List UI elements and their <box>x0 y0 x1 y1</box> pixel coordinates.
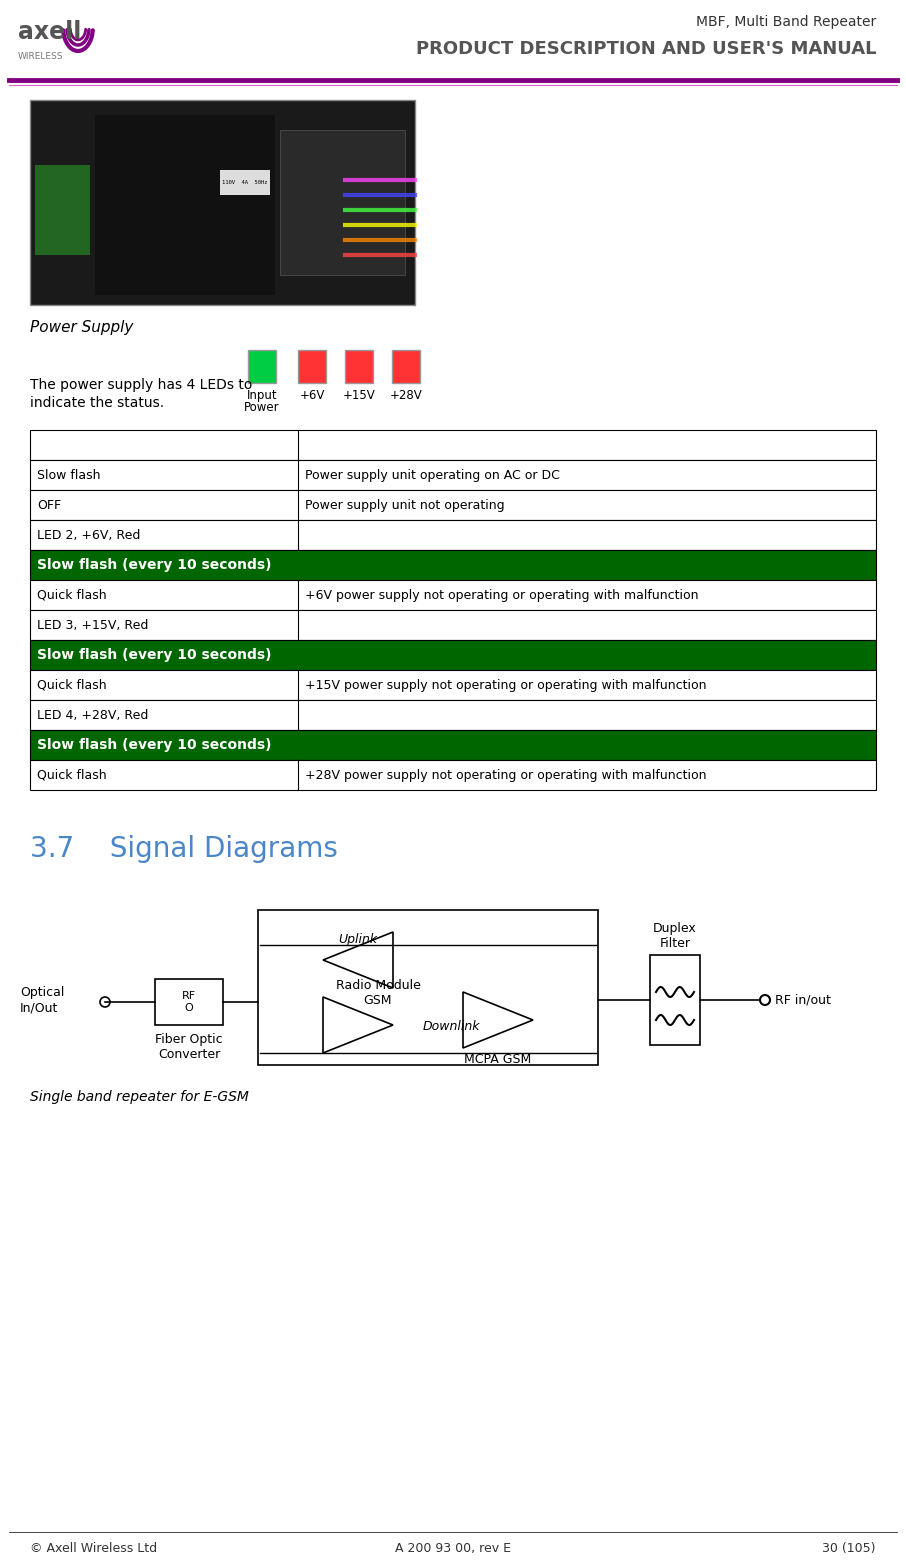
Text: OFF: OFF <box>37 498 61 512</box>
FancyBboxPatch shape <box>30 760 876 790</box>
Text: +28V power supply not operating or operating with malfunction: +28V power supply not operating or opera… <box>305 768 707 782</box>
FancyBboxPatch shape <box>30 429 876 460</box>
Text: Optical
In/Out: Optical In/Out <box>20 987 64 1015</box>
FancyBboxPatch shape <box>30 520 876 549</box>
FancyBboxPatch shape <box>345 350 373 382</box>
FancyBboxPatch shape <box>30 581 876 610</box>
Polygon shape <box>323 997 393 1054</box>
Text: +6V: +6V <box>299 389 324 403</box>
FancyBboxPatch shape <box>30 460 876 490</box>
Text: A 200 93 00, rev E: A 200 93 00, rev E <box>395 1542 511 1555</box>
Text: Slow flash (every 10 seconds): Slow flash (every 10 seconds) <box>37 648 272 662</box>
Text: +15V: +15V <box>342 389 375 403</box>
Text: LED 2, +6V, Red: LED 2, +6V, Red <box>37 529 140 542</box>
Text: axell: axell <box>18 20 82 44</box>
Text: 3.7    Signal Diagrams: 3.7 Signal Diagrams <box>30 835 338 863</box>
Text: Power supply unit not operating: Power supply unit not operating <box>305 498 505 512</box>
FancyBboxPatch shape <box>258 910 598 1065</box>
Text: Input: Input <box>246 389 277 403</box>
Text: © Axell Wireless Ltd: © Axell Wireless Ltd <box>30 1542 157 1555</box>
FancyBboxPatch shape <box>280 130 405 275</box>
Text: Quick flash: Quick flash <box>37 679 107 692</box>
Text: indicate the status.: indicate the status. <box>30 396 164 411</box>
Text: Slow flash (every 10 seconds): Slow flash (every 10 seconds) <box>37 557 272 571</box>
Text: Power: Power <box>245 401 280 414</box>
Text: LED 3, +15V, Red: LED 3, +15V, Red <box>37 618 149 632</box>
Text: Radio Module
GSM: Radio Module GSM <box>335 979 420 1007</box>
Text: Slow flash: Slow flash <box>37 468 101 481</box>
FancyBboxPatch shape <box>650 955 700 1044</box>
FancyBboxPatch shape <box>248 350 276 382</box>
Polygon shape <box>463 991 533 1047</box>
Text: Duplex
Filter: Duplex Filter <box>653 923 697 951</box>
FancyBboxPatch shape <box>30 640 876 670</box>
Text: LED 4, +28V, Red: LED 4, +28V, Red <box>37 709 149 721</box>
FancyBboxPatch shape <box>220 170 270 195</box>
Text: RF in/out: RF in/out <box>775 993 831 1007</box>
Text: Quick flash: Quick flash <box>37 768 107 782</box>
Text: Quick flash: Quick flash <box>37 588 107 601</box>
Text: Downlink: Downlink <box>423 1019 480 1033</box>
Text: PRODUCT DESCRIPTION AND USER'S MANUAL: PRODUCT DESCRIPTION AND USER'S MANUAL <box>416 41 876 58</box>
Text: +6V power supply not operating or operating with malfunction: +6V power supply not operating or operat… <box>305 588 699 601</box>
FancyBboxPatch shape <box>95 116 275 295</box>
FancyBboxPatch shape <box>298 350 326 382</box>
FancyBboxPatch shape <box>155 979 223 1026</box>
Text: WIRELESS: WIRELESS <box>18 52 63 61</box>
Text: +28V: +28V <box>390 389 422 403</box>
Text: Uplink: Uplink <box>339 933 378 946</box>
Text: MCPA GSM: MCPA GSM <box>465 1054 532 1066</box>
FancyBboxPatch shape <box>30 100 415 304</box>
FancyBboxPatch shape <box>392 350 420 382</box>
Text: Fiber Optic
Converter: Fiber Optic Converter <box>155 1033 223 1061</box>
FancyBboxPatch shape <box>30 610 876 640</box>
Text: The power supply has 4 LEDs to: The power supply has 4 LEDs to <box>30 378 253 392</box>
Text: RF
O: RF O <box>182 991 196 1013</box>
Text: Power Supply: Power Supply <box>30 320 133 336</box>
FancyBboxPatch shape <box>30 490 876 520</box>
Text: Power supply unit operating on AC or DC: Power supply unit operating on AC or DC <box>305 468 560 481</box>
FancyBboxPatch shape <box>30 670 876 699</box>
Text: 110V  4A  50Hz: 110V 4A 50Hz <box>222 180 268 184</box>
Text: MBF, Multi Band Repeater: MBF, Multi Band Repeater <box>696 16 876 30</box>
FancyBboxPatch shape <box>30 699 876 731</box>
Polygon shape <box>323 932 393 988</box>
Text: Slow flash (every 10 seconds): Slow flash (every 10 seconds) <box>37 738 272 752</box>
Text: Single band repeater for E-GSM: Single band repeater for E-GSM <box>30 1090 249 1104</box>
FancyBboxPatch shape <box>30 549 876 581</box>
Text: +15V power supply not operating or operating with malfunction: +15V power supply not operating or opera… <box>305 679 707 692</box>
FancyBboxPatch shape <box>35 165 90 254</box>
Text: 30 (105): 30 (105) <box>823 1542 876 1555</box>
FancyBboxPatch shape <box>30 731 876 760</box>
